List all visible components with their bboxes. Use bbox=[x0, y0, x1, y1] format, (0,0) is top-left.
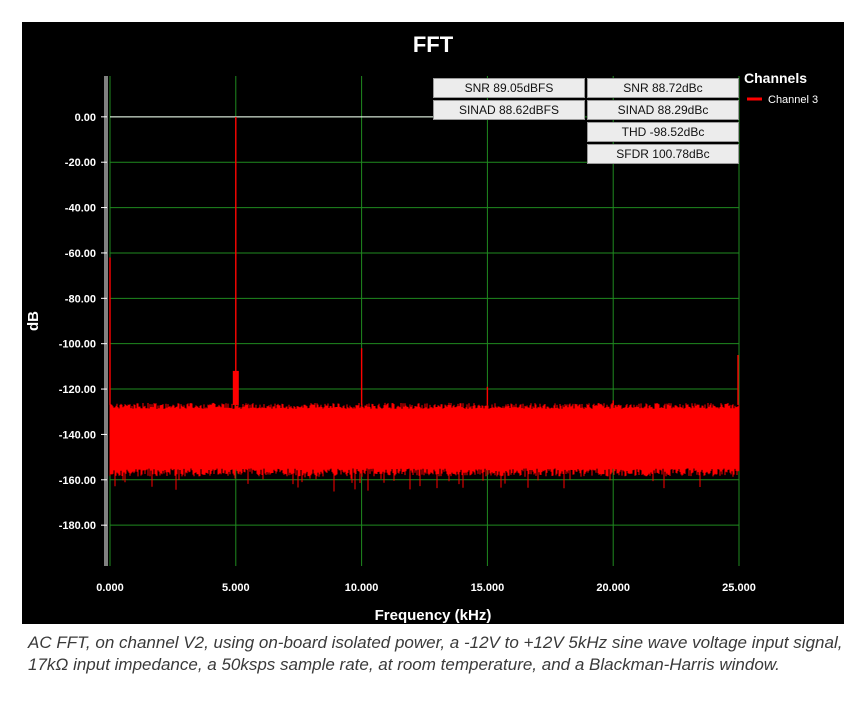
stat-snr-dbc: SNR 88.72dBc bbox=[587, 78, 739, 98]
legend-entry-channel-3: Channel 3 bbox=[768, 94, 818, 106]
x-tick-label: 5.000 bbox=[222, 582, 250, 594]
y-tick-label: -140.00 bbox=[59, 429, 96, 441]
y-tick-label: -180.00 bbox=[59, 520, 96, 532]
y-tick-label: -40.00 bbox=[65, 203, 96, 215]
x-tick-label: 10.000 bbox=[345, 582, 379, 594]
stat-sinad-dbfs: SINAD 88.62dBFS bbox=[433, 100, 585, 120]
x-tick-label: 0.000 bbox=[96, 582, 124, 594]
figure-caption: AC FFT, on channel V2, using on-board is… bbox=[28, 633, 843, 674]
y-tick-label: 0.00 bbox=[75, 112, 96, 124]
y-tick-label: -160.00 bbox=[59, 475, 96, 487]
y-tick-label: -60.00 bbox=[65, 248, 96, 260]
y-tick-label: -80.00 bbox=[65, 293, 96, 305]
legend-title: Channels bbox=[744, 70, 807, 86]
stat-snr-dbfs: SNR 89.05dBFS bbox=[433, 78, 585, 98]
stat-sfdr: SFDR 100.78dBc bbox=[587, 144, 739, 164]
series-noise-floor bbox=[109, 402, 740, 492]
series-peak-skirt bbox=[232, 370, 239, 405]
x-tick-label: 25.000 bbox=[722, 582, 756, 594]
chart-title: FFT bbox=[413, 32, 454, 57]
y-tick-label: -120.00 bbox=[59, 384, 96, 396]
stat-thd: THD -98.52dBc bbox=[587, 122, 739, 142]
x-axis-label: Frequency (kHz) bbox=[375, 607, 492, 624]
fft-chart: FFT 0.00 -20.00 -40.00 -60.00 -80.00 -100.00 -1… bbox=[22, 22, 844, 624]
y-tick-label: -100.00 bbox=[59, 339, 96, 351]
stat-sinad-dbc: SINAD 88.29dBc bbox=[587, 100, 739, 120]
y-tick-label: -20.00 bbox=[65, 157, 96, 169]
y-axis-label: dB bbox=[25, 311, 42, 331]
x-tick-label: 15.000 bbox=[471, 582, 505, 594]
x-tick-label: 20.000 bbox=[596, 582, 630, 594]
